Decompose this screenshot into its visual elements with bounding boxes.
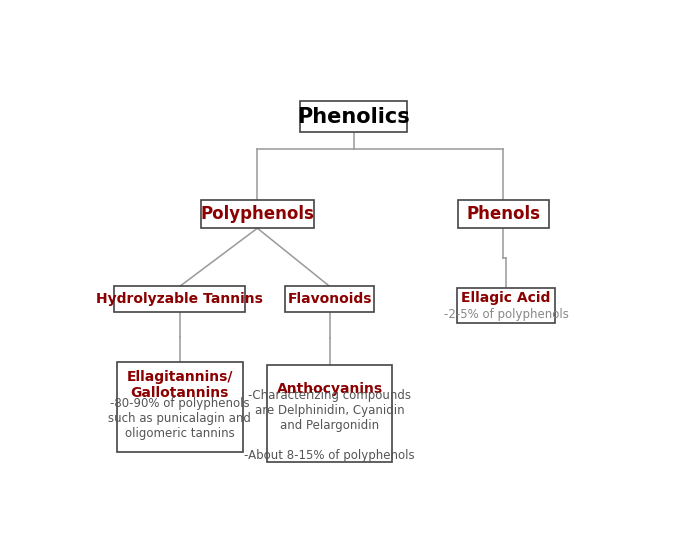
Text: Ellagitannins/
Gallotannins: Ellagitannins/ Gallotannins: [126, 370, 233, 400]
FancyBboxPatch shape: [115, 286, 246, 312]
Text: Polyphenols: Polyphenols: [200, 205, 315, 223]
FancyBboxPatch shape: [267, 364, 393, 462]
FancyBboxPatch shape: [457, 288, 555, 323]
Text: -Characterizing compounds
are Delphinidin, Cyanidin
and Pelargonidin

-About 8-1: -Characterizing compounds are Delphinidi…: [244, 390, 415, 462]
Text: -80-90% of polyphenols
such as punicalagin and
oligomeric tannins: -80-90% of polyphenols such as punicalag…: [108, 397, 251, 440]
FancyBboxPatch shape: [300, 101, 407, 132]
Text: Ellagic Acid: Ellagic Acid: [462, 291, 551, 305]
FancyBboxPatch shape: [117, 362, 243, 452]
Text: Hydrolyzable Tannins: Hydrolyzable Tannins: [97, 292, 264, 306]
Text: Phenols: Phenols: [466, 205, 540, 223]
Text: Phenolics: Phenolics: [297, 107, 410, 127]
Text: Anthocyanins: Anthocyanins: [277, 382, 383, 396]
Text: -2-5% of polyphenols: -2-5% of polyphenols: [444, 308, 569, 321]
FancyBboxPatch shape: [458, 200, 549, 228]
FancyBboxPatch shape: [201, 200, 313, 228]
Text: Flavonoids: Flavonoids: [287, 292, 372, 306]
FancyBboxPatch shape: [286, 286, 374, 312]
